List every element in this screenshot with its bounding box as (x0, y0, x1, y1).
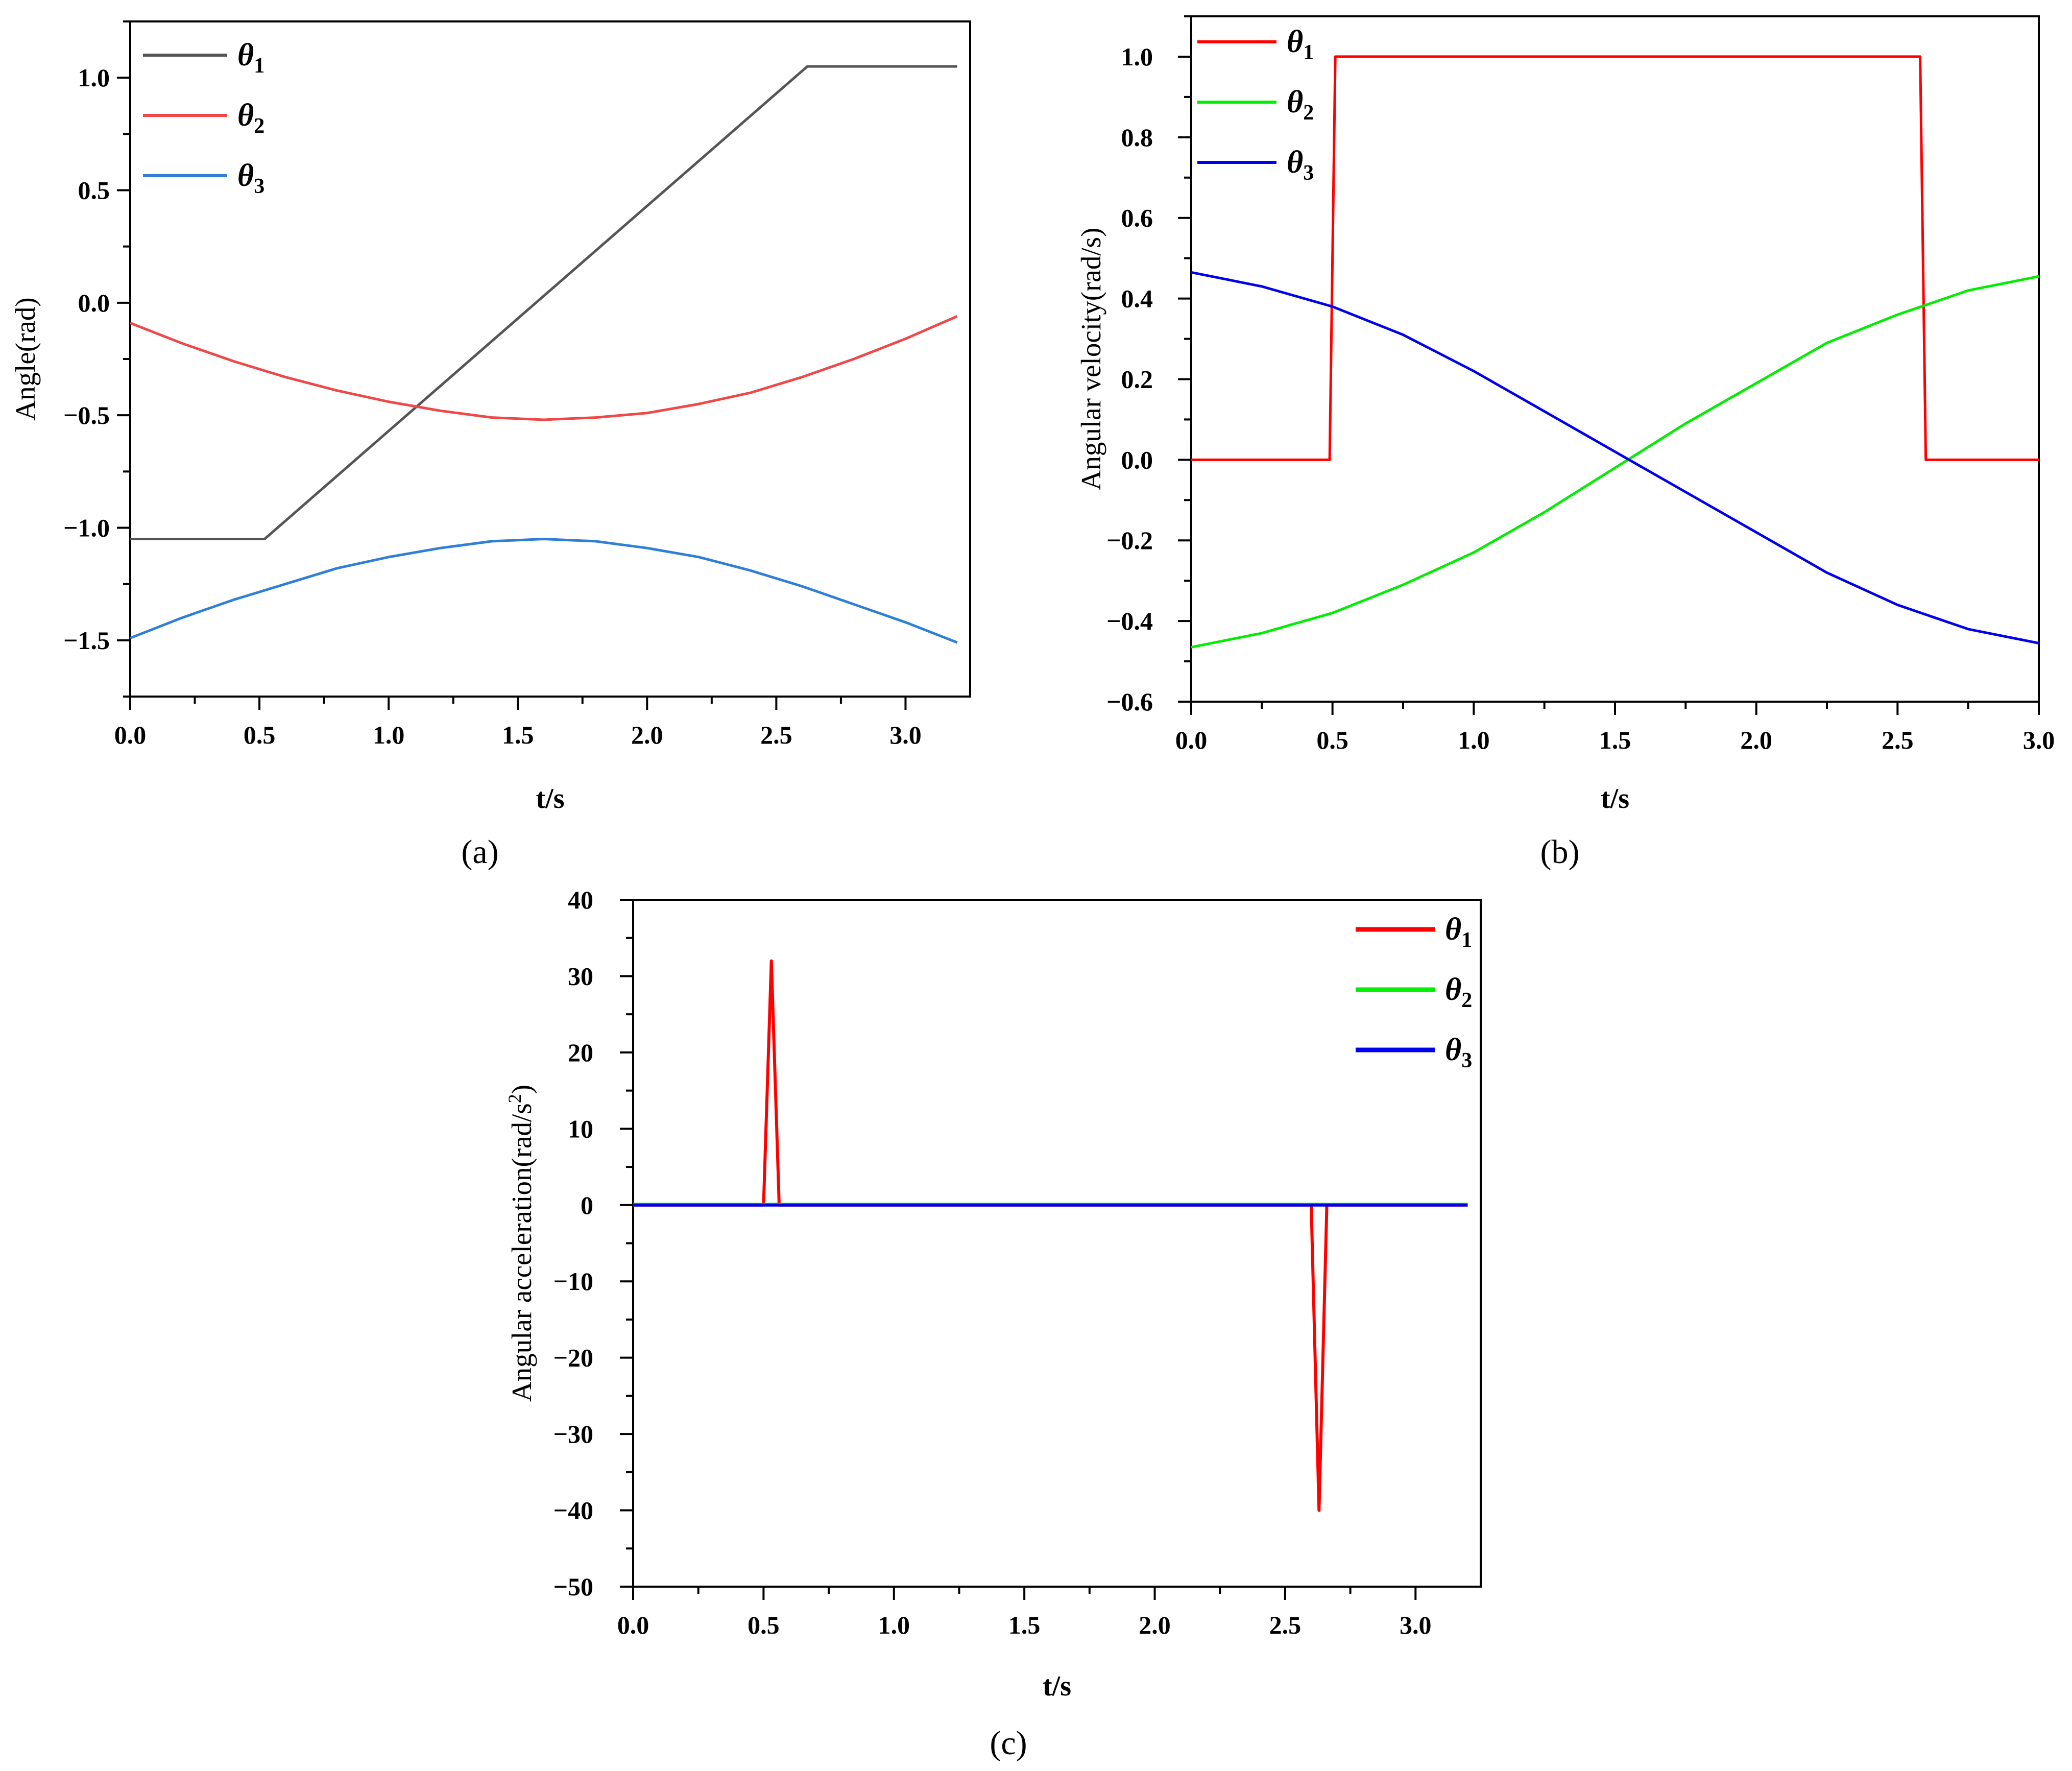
x-tick-label: 1.5 (1008, 1611, 1041, 1639)
panel-label: (a) (461, 833, 498, 871)
series-line-theta2 (1191, 275, 2039, 649)
legend-label-theta3: θ3 (1287, 145, 1314, 185)
series-line-theta1 (130, 65, 957, 540)
y-tick-label: −50 (553, 1572, 594, 1601)
series-line-theta1 (1191, 55, 2039, 461)
x-tick-label: 0.5 (748, 1611, 780, 1639)
x-tick-label: 1.0 (878, 1611, 910, 1639)
y-tick-label: −30 (553, 1420, 594, 1448)
legend-label-theta1: θ1 (1287, 25, 1314, 64)
legend-label-theta2: θ2 (1287, 85, 1314, 125)
x-tick-label: 0.5 (1316, 726, 1348, 754)
y-tick-label: 0.4 (1121, 284, 1153, 313)
x-tick-label: 2.5 (1269, 1611, 1302, 1639)
y-tick-label: 0.2 (1121, 365, 1153, 393)
y-tick-label: −10 (553, 1267, 594, 1296)
legend-label-theta2: θ2 (1445, 972, 1472, 1012)
y-tick-label: 0.8 (1121, 123, 1153, 152)
y-tick-label: 20 (568, 1038, 593, 1067)
x-tick-label: 0.0 (617, 1611, 649, 1639)
y-tick-label: −40 (553, 1496, 594, 1525)
legend-label-theta1: θ1 (237, 38, 264, 78)
x-axis-title: t/s (1043, 1670, 1071, 1702)
plot-frame (1190, 15, 2040, 703)
y-tick-label: 10 (568, 1114, 593, 1143)
panel-label: (c) (990, 1725, 1027, 1762)
panel-b-chart: 0.0 0.5 1.0 1.5 2.0 2.5 3.0 −0.6 −0.4 −0.2 0.0 0.2 0… (1075, 15, 2055, 871)
y-tick-label: 1.0 (78, 63, 110, 92)
legend-label-theta3: θ3 (1445, 1033, 1472, 1072)
y-axis-title: Angular acceleration(rad/s2) (504, 1085, 537, 1402)
y-tick-label: 0 (581, 1191, 593, 1219)
x-tick-label: 2.0 (1740, 726, 1772, 754)
y-tick-label: 30 (568, 962, 593, 990)
x-tick-label: 2.5 (1882, 726, 1914, 754)
x-tick-label: 0.0 (114, 721, 147, 749)
legend-label-theta2: θ2 (237, 98, 264, 138)
y-axis-title: Angular velocity(rad/s) (1075, 228, 1106, 491)
legend-label-theta3: θ3 (237, 158, 264, 198)
x-tick-label: 1.5 (1599, 726, 1631, 754)
panel-a-chart: 0.0 0.5 1.0 1.5 2.0 2.5 3.0 −1.5 −1.0 −0.5 0.0 0.5 1… (10, 20, 971, 871)
x-axis-title: t/s (1601, 783, 1629, 815)
x-tick-label: 0.0 (1175, 726, 1208, 754)
x-tick-label: 2.0 (631, 721, 663, 749)
x-tick-label: 2.0 (1139, 1611, 1171, 1639)
series-line-theta3 (1191, 271, 2039, 644)
x-tick-label: 0.5 (244, 721, 276, 749)
x-tick-label: 3.0 (2023, 726, 2055, 754)
x-tick-label: 1.0 (1458, 726, 1490, 754)
y-tick-label: 0.0 (78, 289, 110, 317)
x-tick-label: 3.0 (1400, 1611, 1432, 1639)
panel-label: (b) (1540, 833, 1580, 871)
y-tick-label: −0.6 (1106, 687, 1153, 716)
y-tick-label: −0.2 (1106, 526, 1153, 555)
y-tick-label: −0.5 (63, 401, 110, 429)
x-axis-title: t/s (536, 783, 565, 815)
y-tick-label: 40 (568, 886, 593, 914)
y-tick-label: −20 (553, 1344, 594, 1372)
x-tick-label: 1.5 (502, 721, 534, 749)
series-line-theta3 (130, 538, 958, 644)
y-tick-label: 1.0 (1121, 42, 1153, 71)
x-tick-label: 1.0 (373, 721, 405, 749)
y-tick-label: 0.6 (1121, 204, 1153, 232)
y-tick-label: −1.0 (63, 514, 110, 542)
series-line-theta1 (633, 959, 1468, 1512)
series-line-theta2 (130, 315, 958, 421)
plot-frame (632, 899, 1482, 1588)
y-tick-label: 0.5 (78, 176, 110, 205)
legend-label-theta1: θ1 (1445, 912, 1472, 952)
y-tick-label: −1.5 (63, 626, 110, 655)
x-tick-label: 2.5 (760, 721, 792, 749)
y-tick-label: 0.0 (1121, 445, 1153, 474)
y-tick-label: −0.4 (1106, 607, 1153, 635)
y-axis-title: Angle(rad) (10, 297, 41, 420)
panel-c-chart: 0.0 0.5 1.0 1.5 2.0 2.5 3.0 −50 −40 −30 −20 −10 0 10 2… (504, 886, 1482, 1762)
x-tick-label: 3.0 (889, 721, 922, 749)
